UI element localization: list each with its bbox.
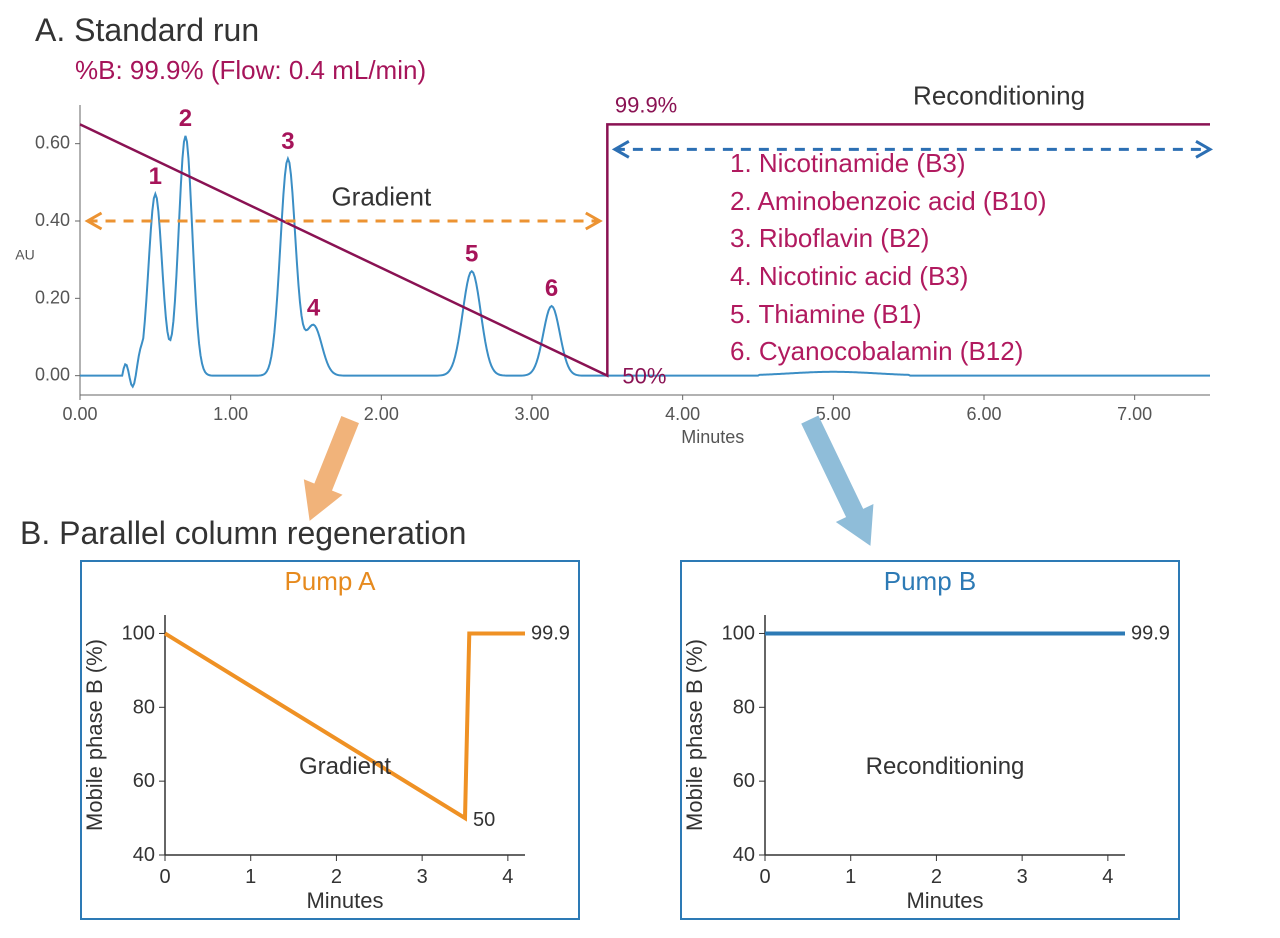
pump-a-chart: Pump A 40 60 80 100 0 1 2 3 4 Minutes Mobile phase … xyxy=(80,560,580,920)
svg-text:60: 60 xyxy=(733,770,755,792)
pump-b-chart: Pump B 40 60 80 100 0 1 2 3 4 Minutes Mobile phase … xyxy=(680,560,1180,920)
svg-text:99.9: 99.9 xyxy=(531,622,570,644)
svg-text:60: 60 xyxy=(133,770,155,792)
svg-text:100: 100 xyxy=(122,622,155,644)
svg-text:40: 40 xyxy=(733,844,755,866)
svg-text:0: 0 xyxy=(159,866,170,888)
svg-text:Mobile phase B (%): Mobile phase B (%) xyxy=(82,639,107,831)
svg-text:Pump A: Pump A xyxy=(284,566,376,596)
svg-text:80: 80 xyxy=(733,696,755,718)
svg-text:Minutes: Minutes xyxy=(306,888,383,913)
svg-text:1: 1 xyxy=(245,866,256,888)
svg-text:Mobile phase B (%): Mobile phase B (%) xyxy=(682,639,707,831)
svg-text:2: 2 xyxy=(931,866,942,888)
svg-text:3: 3 xyxy=(1017,866,1028,888)
svg-text:100: 100 xyxy=(722,622,755,644)
svg-text:3: 3 xyxy=(417,866,428,888)
svg-text:99.9: 99.9 xyxy=(1131,622,1170,644)
svg-text:2: 2 xyxy=(331,866,342,888)
svg-text:40: 40 xyxy=(133,844,155,866)
svg-text:Minutes: Minutes xyxy=(906,888,983,913)
svg-text:Pump B: Pump B xyxy=(884,566,977,596)
svg-text:Gradient: Gradient xyxy=(299,753,391,780)
connector-arrows xyxy=(0,0,1280,600)
svg-text:80: 80 xyxy=(133,696,155,718)
svg-text:0: 0 xyxy=(759,866,770,888)
svg-text:1: 1 xyxy=(845,866,856,888)
svg-text:4: 4 xyxy=(1102,866,1113,888)
svg-text:Reconditioning: Reconditioning xyxy=(866,753,1025,780)
svg-text:50: 50 xyxy=(473,809,495,831)
svg-text:4: 4 xyxy=(502,866,513,888)
